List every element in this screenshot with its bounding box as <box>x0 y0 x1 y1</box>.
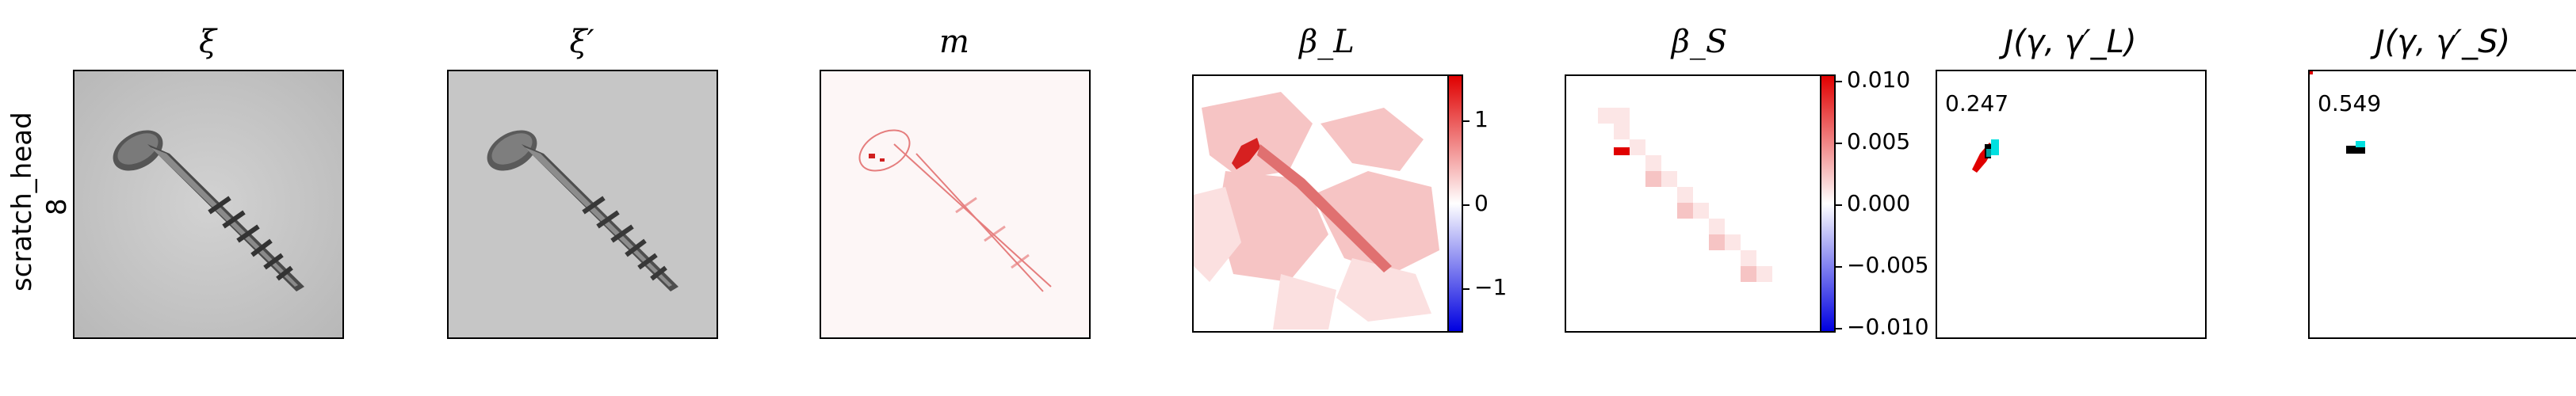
score-j-l: 0.247 <box>1945 90 2009 116</box>
panel-title-beta-s: β_S <box>1671 24 1728 60</box>
colorbar-l-tick-label: 0 <box>1474 190 1489 216</box>
screw-image-reconstruction <box>449 71 717 337</box>
panel-image-beta-l <box>1192 74 1458 333</box>
panel-image-m <box>820 70 1091 339</box>
difference-map <box>821 71 1089 337</box>
colorbar-l-tick-label: −1 <box>1474 274 1508 300</box>
overlap-map-l <box>1972 139 1999 173</box>
panel-title-m: m <box>939 24 969 60</box>
screw-image-original <box>75 71 342 337</box>
colorbar-s-tick-mark <box>1836 328 1842 329</box>
beta-s-heatmap <box>1566 76 1829 331</box>
colorbar-s-tick-label: −0.010 <box>1847 314 1929 340</box>
panel-image-j-s: 0.549 <box>2308 70 2576 339</box>
colorbar-s-tick-mark <box>1836 204 1842 206</box>
colorbar-s-tick-label: 0.000 <box>1847 190 1911 216</box>
colorbar-l-tick-mark <box>1463 288 1470 290</box>
panel-image-beta-s <box>1565 74 1831 333</box>
panel-title-beta-l: β_L <box>1299 24 1355 60</box>
score-j-s: 0.549 <box>2318 90 2382 116</box>
row-label-index: 8 <box>41 198 73 215</box>
colorbar-s-tick-label: −0.005 <box>1847 252 1929 278</box>
colorbar-s-tick-label: 0.005 <box>1847 128 1911 154</box>
panel-image-xi-prime <box>447 70 718 339</box>
panel-title-xi-prime: ξ′ <box>569 24 594 60</box>
panel-title-xi: ξ <box>198 24 217 60</box>
panel-title-j-s: J(γ, γ′_S) <box>2375 24 2511 60</box>
colorbar-s-tick-mark <box>1836 81 1842 82</box>
colorbar-l-tick-mark <box>1463 120 1470 122</box>
beta-l-heatmap <box>1194 76 1457 331</box>
colorbar-l-tick-mark <box>1463 204 1470 206</box>
overlap-map-s <box>2310 71 2365 154</box>
colorbar-beta-l <box>1447 74 1463 333</box>
panel-title-j-l: J(γ, γ′_L) <box>2004 24 2137 60</box>
colorbar-s-tick-mark <box>1836 143 1842 144</box>
colorbar-s-tick-label: 0.010 <box>1847 67 1911 93</box>
colorbar-beta-s <box>1820 74 1836 333</box>
colorbar-s-tick-mark <box>1836 266 1842 268</box>
panel-image-xi <box>73 70 344 339</box>
row-label-category: scratch_head <box>6 112 38 291</box>
colorbar-l-tick-label: 1 <box>1474 106 1489 132</box>
panel-image-j-l: 0.247 <box>1936 70 2207 339</box>
